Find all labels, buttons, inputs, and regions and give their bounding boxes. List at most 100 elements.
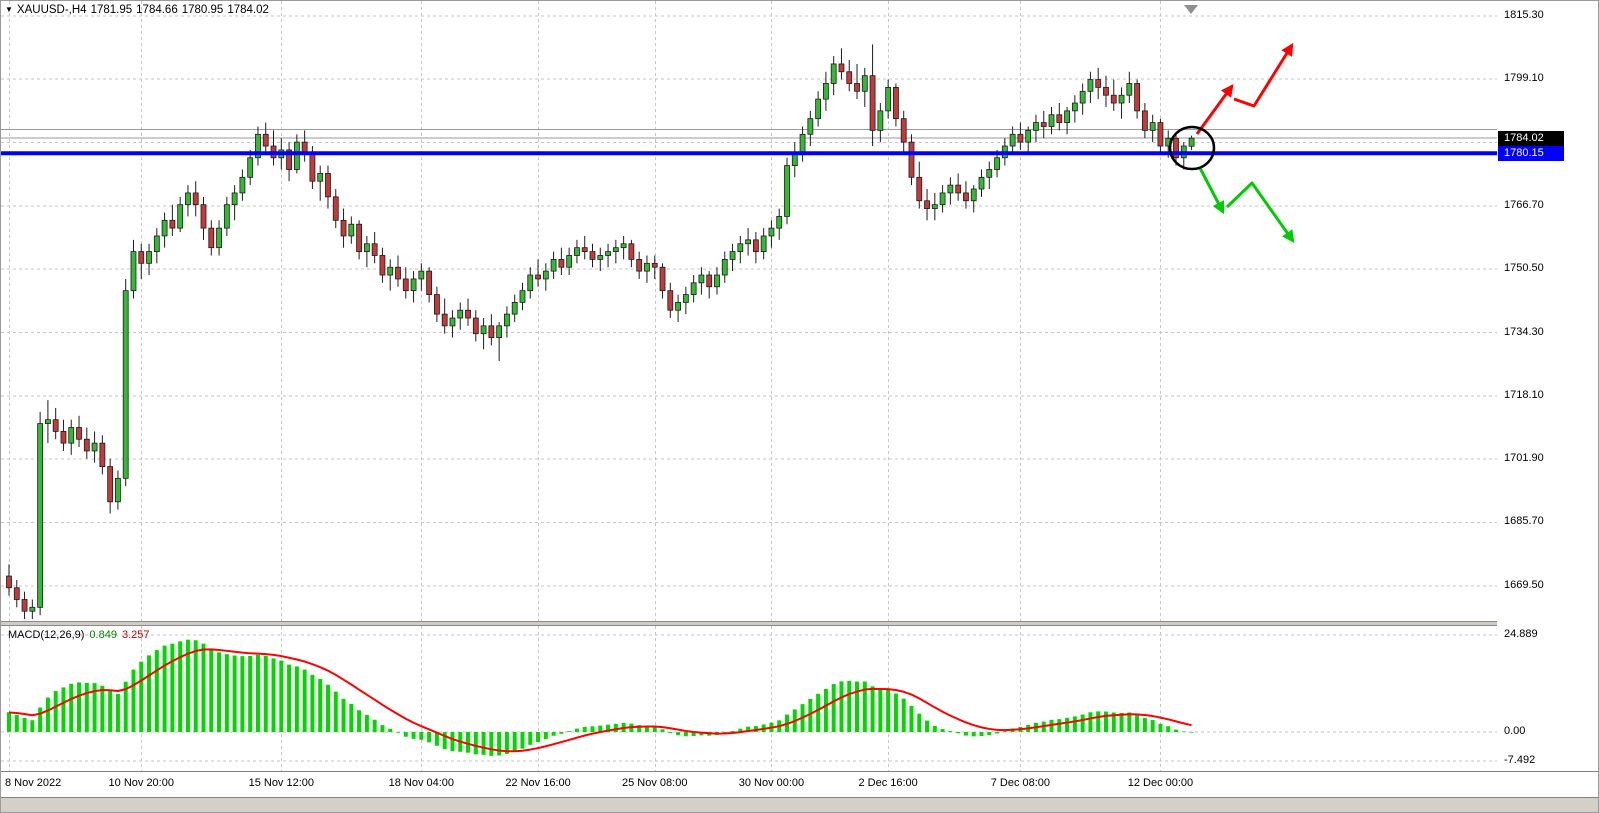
macd-histogram-bar <box>411 732 416 739</box>
candle-body <box>363 243 370 252</box>
candle-body <box>1173 137 1179 159</box>
macd-histogram-bar <box>660 729 665 733</box>
candle-body <box>340 219 347 237</box>
candle-body <box>418 270 425 280</box>
candle-body <box>68 427 75 444</box>
candle-body <box>1048 114 1055 127</box>
macd-chart-canvas[interactable] <box>1 626 1497 771</box>
pane-separator[interactable] <box>1 621 1598 626</box>
macd-indicator-pane[interactable]: MACD(12,26,9) 0.849 3.257 <box>1 626 1497 771</box>
macd-histogram-bar <box>925 720 930 733</box>
time-axis[interactable]: 8 Nov 2022 10 Nov 20:00 15 Nov 12:00 18 Nov… <box>1 771 1598 797</box>
candle-body <box>192 192 199 206</box>
chart-shift-marker-icon[interactable] <box>1184 5 1198 14</box>
candle-body <box>830 63 837 84</box>
macd-histogram-bar <box>574 728 579 733</box>
candle-body <box>706 274 713 288</box>
candle-body <box>511 301 518 315</box>
candle-body <box>395 266 401 280</box>
macd-histogram-bar <box>1158 723 1163 733</box>
candle-body <box>356 223 363 252</box>
price-pane[interactable]: ▼ XAUUSD-,H4 1781.95 1784.66 1780.95 1784.02 <box>1 1 1497 621</box>
macd-histogram-bar <box>909 705 914 733</box>
candle-body <box>52 419 59 432</box>
macd-histogram-bar <box>738 728 743 733</box>
ohlc-close: 1784.02 <box>227 4 269 16</box>
candle-body <box>612 247 619 252</box>
macd-histogram-bar <box>886 689 891 733</box>
macd-histogram-bar <box>1065 717 1070 733</box>
macd-histogram-bar <box>1002 731 1007 733</box>
candle-body <box>325 172 331 198</box>
candle-body <box>721 258 728 276</box>
candle-body <box>433 294 440 315</box>
candle-body <box>978 176 985 190</box>
candle-body <box>1126 83 1133 96</box>
macd-histogram-bar <box>917 713 922 733</box>
macd-histogram-bar <box>816 693 821 733</box>
macd-histogram-bar <box>442 732 447 750</box>
candle-body <box>107 466 114 503</box>
candle-body <box>29 606 36 612</box>
candle-body <box>177 204 184 229</box>
macd-histogram-bar <box>170 643 175 733</box>
macd-histogram-bar <box>427 732 432 743</box>
candle-body <box>480 325 487 335</box>
circle-annotation[interactable] <box>1168 125 1216 171</box>
macd-histogram-bar <box>108 691 113 733</box>
candle-body <box>620 243 627 249</box>
macd-histogram-bar <box>839 681 844 733</box>
macd-signal-line <box>8 648 1192 753</box>
candle-body <box>535 274 541 280</box>
macd-histogram-bar <box>676 732 681 736</box>
candle-body <box>262 133 269 147</box>
bullish-arrow-annotation[interactable] <box>1233 42 1294 108</box>
candle-body <box>161 219 168 237</box>
candle-body <box>970 188 977 202</box>
price-axis-label: 1718.10 <box>1504 388 1544 401</box>
candle-body <box>465 309 471 319</box>
time-axis-label: 10 Nov 20:00 <box>108 777 174 789</box>
macd-histogram-bar <box>263 655 268 733</box>
macd-histogram-bar <box>582 726 587 733</box>
candle-body <box>169 219 176 229</box>
bearish-arrow-annotation[interactable] <box>1198 167 1225 215</box>
candle-body <box>379 255 386 276</box>
macd-histogram-bar <box>606 724 611 733</box>
macd-indicator-label: MACD(12,26,9) 0.849 3.257 <box>8 629 154 641</box>
candle-body <box>589 251 596 260</box>
macd-histogram-bar <box>497 732 502 756</box>
macd-histogram-bar <box>543 732 548 740</box>
candle-body <box>387 266 394 276</box>
macd-histogram-bar <box>808 698 813 733</box>
macd-histogram-bar <box>318 679 323 733</box>
macd-histogram-bar <box>232 655 237 733</box>
candle-body <box>1017 133 1024 143</box>
candle-body <box>200 204 207 229</box>
candle-body <box>1188 137 1195 147</box>
candle-body <box>931 204 938 209</box>
macd-axis-label: 0.00 <box>1504 725 1526 738</box>
macd-histogram-bar <box>123 681 128 733</box>
price-axis[interactable]: 1815.301799.101782.901766.701750.501734.… <box>1497 1 1598 771</box>
macd-histogram-bar <box>84 682 89 733</box>
macd-histogram-bar <box>637 725 642 733</box>
candle-body <box>784 165 790 217</box>
macd-histogram-bar <box>201 643 206 733</box>
macd-histogram-bar <box>598 725 603 733</box>
candle-body <box>854 83 860 92</box>
candle-body <box>550 258 557 272</box>
candle-body <box>574 247 580 256</box>
candle-body <box>83 438 90 452</box>
bearish-arrow-annotation[interactable] <box>1225 181 1295 244</box>
price-chart-canvas[interactable] <box>1 1 1497 621</box>
macd-histogram-bar <box>30 720 35 733</box>
macd-histogram-bar <box>131 669 136 733</box>
candle-body <box>558 258 565 268</box>
macd-histogram-bar <box>1135 714 1140 733</box>
bullish-arrow-annotation[interactable] <box>1195 83 1234 135</box>
macd-histogram-bar <box>823 688 828 733</box>
macd-histogram-bar <box>746 726 751 733</box>
candle-body <box>1103 86 1109 96</box>
candle-body <box>153 235 160 252</box>
